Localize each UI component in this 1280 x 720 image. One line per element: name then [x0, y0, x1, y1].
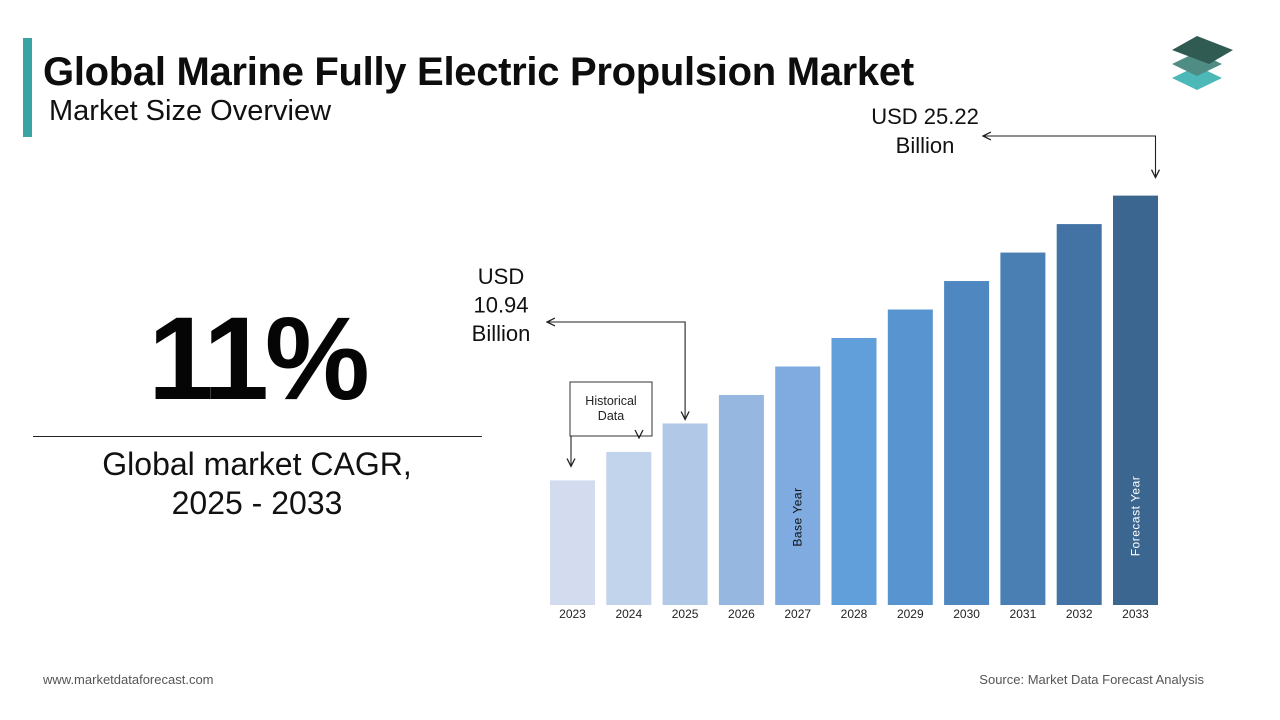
x-tick-label-2028: 2028 [841, 607, 868, 621]
cagr-label: Global market CAGR, 2025 - 2033 [32, 445, 482, 523]
x-tick-label-2030: 2030 [953, 607, 980, 621]
bar-2033 [1113, 195, 1158, 605]
x-tick-label-2033: 2033 [1122, 607, 1149, 621]
bar-2031 [1000, 252, 1046, 605]
footer-source: Source: Market Data Forecast Analysis [979, 672, 1204, 687]
bar-2025 [662, 423, 708, 605]
bar-annotation-forecast-year: Forecast Year [1129, 476, 1143, 557]
cagr-value: 11% [148, 293, 370, 425]
bar-2026 [718, 394, 764, 605]
x-tick-label-2026: 2026 [728, 607, 755, 621]
x-tick-label-2029: 2029 [897, 607, 924, 621]
cagr-label-line-2: 2025 - 2033 [171, 485, 343, 521]
bar-annotation-base-year: Base Year [791, 487, 805, 546]
page-subtitle: Market Size Overview [49, 95, 332, 127]
x-tick-label-2023: 2023 [559, 607, 586, 621]
callout-arrow-2033 [983, 136, 1156, 178]
bar-2027 [775, 366, 821, 605]
historical-data-label-line-2: Data [598, 409, 624, 423]
logo-layer-bottom [1172, 66, 1222, 90]
callout-2025-line-2: 10.94 [473, 293, 528, 318]
kpi-divider [33, 436, 482, 437]
callout-2033-line-1: USD 25.22 [871, 104, 979, 129]
callout-2033-line-2: Billion [896, 133, 955, 158]
callout-2025-line-1: USD [478, 264, 524, 289]
x-tick-label-2031: 2031 [1010, 607, 1037, 621]
bar-2029 [887, 309, 933, 605]
page-title: Global Marine Fully Electric Propulsion … [43, 50, 914, 94]
historical-data-label-line-1: Historical [585, 394, 636, 408]
bar-2032 [1056, 224, 1102, 605]
bar-2024 [606, 451, 652, 605]
stacked-layers-icon [1172, 36, 1233, 90]
callout-2025-line-3: Billion [472, 321, 531, 346]
bar-2028 [831, 338, 877, 605]
callout-arrow-2025 [547, 322, 685, 419]
x-tick-label-2024: 2024 [615, 607, 642, 621]
logo-layer-top [1172, 36, 1233, 64]
x-tick-label-2027: 2027 [784, 607, 811, 621]
x-tick-label-2032: 2032 [1066, 607, 1093, 621]
title-accent-bar [23, 38, 32, 137]
x-tick-label-2025: 2025 [672, 607, 699, 621]
bar-2023 [550, 480, 595, 605]
cagr-label-line-1: Global market CAGR, [102, 446, 412, 482]
bar-2030 [944, 281, 990, 605]
footer-website: www.marketdataforecast.com [43, 672, 214, 687]
